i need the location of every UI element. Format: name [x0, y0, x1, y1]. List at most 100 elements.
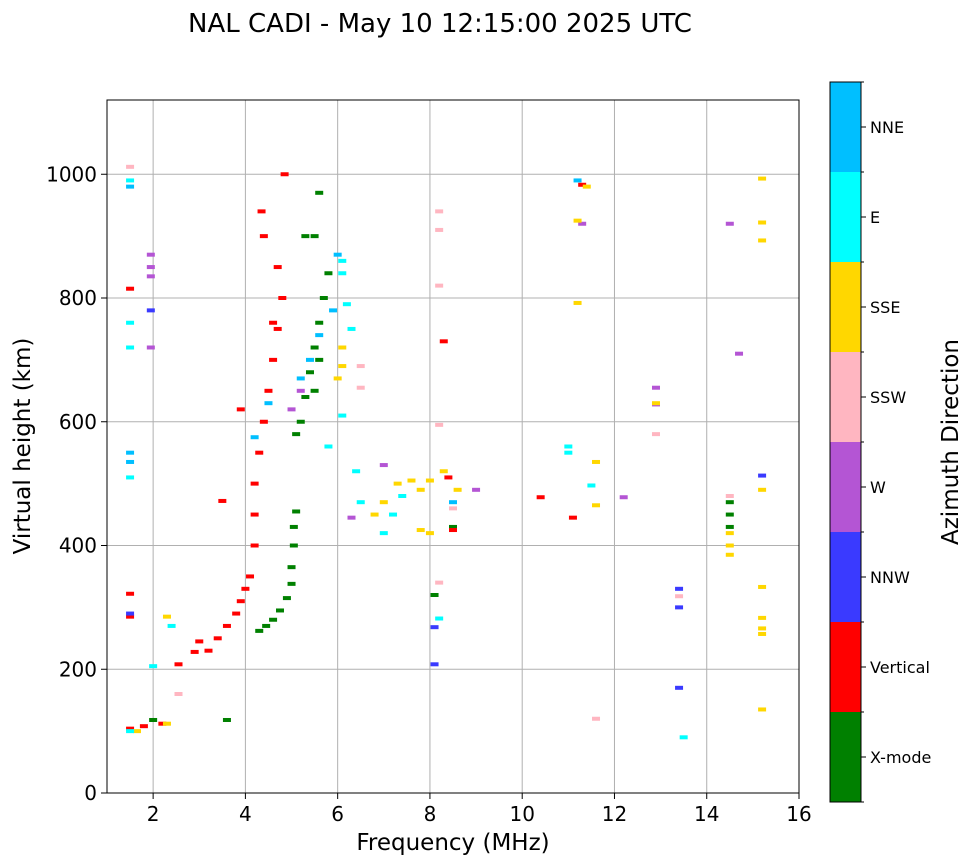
x-axis-label: Frequency (MHz) [356, 830, 549, 856]
data-point [338, 413, 347, 418]
data-point [725, 512, 734, 517]
data-point [310, 234, 319, 239]
data-point [246, 574, 255, 579]
data-point [333, 376, 342, 381]
data-point [758, 220, 767, 225]
data-point [126, 726, 135, 731]
data-point [126, 459, 135, 464]
data-point [269, 320, 278, 325]
data-point [416, 528, 425, 533]
data-point [439, 339, 448, 344]
data-point [338, 258, 347, 263]
data-point [379, 463, 388, 468]
data-point [725, 524, 734, 529]
data-point [675, 605, 684, 610]
y-axis-label: Virtual height (km) [10, 338, 36, 555]
data-point [292, 432, 301, 437]
data-point [190, 649, 199, 654]
data-point [126, 286, 135, 291]
data-point [146, 308, 155, 313]
data-point [126, 591, 135, 596]
data-point [126, 729, 135, 734]
data-point [430, 662, 439, 667]
data-point [139, 724, 148, 729]
data-point [146, 252, 155, 257]
data-point [564, 450, 573, 455]
colorbar-label: E [870, 208, 880, 227]
data-point [338, 271, 347, 276]
data-point [280, 172, 289, 177]
data-point [257, 209, 266, 214]
data-points [126, 164, 767, 740]
colorbar-label: Vertical [870, 658, 930, 677]
data-point [195, 639, 204, 644]
data-point [259, 234, 268, 239]
colorbar-label: NNW [870, 568, 910, 587]
data-point [435, 580, 444, 585]
data-point [758, 584, 767, 589]
data-point [126, 320, 135, 325]
data-point [276, 608, 284, 613]
data-point [679, 735, 688, 740]
data-point [126, 611, 135, 616]
data-point [758, 238, 767, 243]
x-tick-label: 10 [509, 802, 534, 826]
data-point [232, 611, 241, 616]
data-point [269, 617, 278, 622]
y-tick-label: 1000 [46, 162, 97, 186]
series-e [126, 178, 688, 740]
y-tick-label: 600 [59, 410, 97, 434]
data-point [126, 184, 135, 189]
colorbar-segment [830, 442, 861, 532]
colorbar-label: X-mode [870, 748, 931, 767]
data-point [241, 586, 250, 591]
data-point [573, 178, 582, 183]
data-point [592, 503, 601, 508]
data-point [255, 628, 264, 633]
data-point [725, 552, 734, 557]
data-point [430, 625, 439, 630]
series-nnw [126, 308, 767, 690]
data-point [255, 450, 264, 455]
data-point [758, 487, 767, 492]
data-point [725, 494, 734, 498]
data-point [573, 300, 582, 305]
data-point [264, 401, 273, 406]
data-point [398, 494, 407, 498]
data-point [582, 184, 591, 189]
data-point [435, 209, 444, 214]
data-point [735, 351, 744, 356]
data-point [315, 333, 324, 338]
x-tick-label: 14 [694, 802, 719, 826]
data-point [292, 509, 301, 514]
data-point [149, 664, 158, 669]
data-point [174, 662, 183, 667]
plot-frame [106, 99, 800, 794]
data-point [126, 475, 135, 480]
data-point [158, 721, 167, 726]
data-point [250, 543, 259, 548]
data-point [236, 599, 245, 604]
data-point [287, 565, 296, 570]
data-point [449, 506, 457, 511]
data-point [651, 385, 660, 390]
colorbar-label: SSW [870, 388, 906, 407]
y-tick-label: 800 [59, 286, 97, 310]
data-point [259, 419, 268, 424]
data-point [578, 221, 587, 226]
data-point [435, 227, 444, 232]
data-point [305, 357, 314, 362]
y-tick-label: 0 [84, 781, 97, 805]
data-point [162, 721, 171, 726]
data-point [435, 283, 444, 288]
data-point [222, 623, 231, 628]
data-point [444, 475, 453, 480]
data-point [356, 500, 365, 505]
colorbar-title: Azimuth Direction [938, 339, 964, 545]
data-point [149, 717, 158, 722]
y-tick-label: 400 [59, 534, 97, 558]
colorbar-segment [830, 172, 861, 262]
data-point [250, 481, 259, 486]
data-point [675, 594, 684, 599]
